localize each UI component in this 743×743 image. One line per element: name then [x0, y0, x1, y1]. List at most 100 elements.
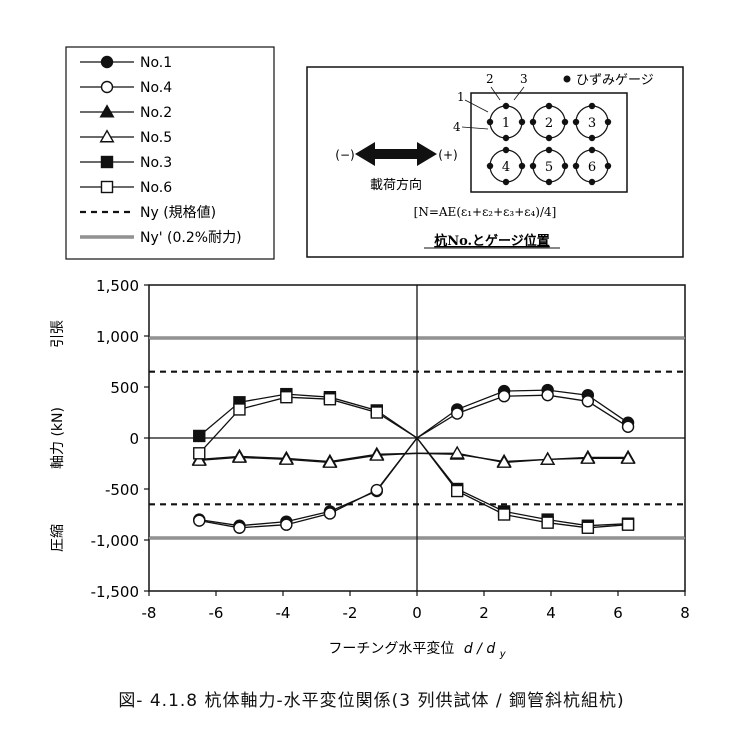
strain-gauge-dot	[588, 146, 596, 154]
data-point-no6	[193, 447, 206, 460]
data-point-no5	[231, 449, 247, 463]
data-point-no6	[280, 391, 293, 404]
legend-label: No.1	[140, 55, 172, 71]
legend-marker	[100, 80, 114, 94]
data-point-no4	[541, 388, 554, 402]
data-point-no4	[451, 407, 464, 420]
x-axis-title: フーチング水平変位 d / d y	[328, 640, 506, 660]
data-point-no5	[449, 445, 465, 459]
gauge-number-2: 2	[486, 72, 494, 86]
y-axis-label: 軸力 (kN)	[50, 407, 66, 469]
figure-caption: 図- 4.1.8 杭体軸力-水平変位関係(3 列供試体 / 鋼管斜杭組杭)	[118, 691, 625, 711]
x-tick-label: 0	[412, 604, 422, 622]
legend-marker	[99, 129, 115, 143]
pile-number: 1	[502, 116, 510, 131]
data-point-no4	[581, 395, 595, 408]
legend-label: No.4	[140, 80, 172, 96]
x-tick-label: -2	[343, 604, 358, 622]
strain-gauge-dot	[529, 118, 537, 126]
legend-label: Ny (規格値)	[140, 205, 216, 221]
legend-marker	[100, 180, 114, 194]
x-axis-variable: d / d	[464, 641, 496, 657]
y-axis-top-label: 引張	[50, 320, 66, 348]
strain-gauge-dot	[545, 146, 553, 154]
data-point-no4	[497, 389, 511, 403]
data-point-no5	[322, 454, 338, 468]
data-point-no6	[497, 508, 511, 521]
data-point-no5	[620, 450, 636, 464]
strain-gauge-legend-label: ひずみゲージ	[576, 73, 654, 88]
strain-gauge-dot	[588, 102, 596, 110]
minus-direction-label: (−)	[335, 148, 354, 162]
pile-4: 4	[486, 146, 526, 186]
data-point-no6	[370, 406, 383, 419]
pile-number: 5	[545, 160, 553, 175]
strain-gauge-dot	[545, 178, 553, 186]
gauge-number-1: 1	[457, 90, 465, 104]
data-point-no4	[323, 507, 337, 520]
x-axis-ticks: -8 -6 -4 -2 0 2 4 6 8	[142, 591, 690, 622]
x-tick-label: 2	[479, 604, 489, 622]
strain-gauge-dot	[561, 118, 569, 126]
y-tick-label: -1,000	[91, 532, 139, 550]
axial-force-formula: [N=AE(ε₁+ε₂+ε₃+ε₄)/4]	[414, 205, 557, 219]
y-tick-label: -1,500	[91, 583, 139, 601]
legend-label: No.6	[140, 180, 172, 196]
strain-gauge-dot	[518, 162, 526, 170]
load-direction-arrow-icon	[355, 142, 437, 166]
pile-5: 5	[529, 146, 569, 186]
svg-text:フーチング水平変位 d / d y: フーチング水平変位 d / d y	[328, 640, 506, 660]
strain-gauge-dot	[604, 118, 612, 126]
legend-label: Ny' (0.2%耐力)	[140, 230, 242, 246]
data-point-no4	[621, 420, 635, 433]
data-point-no5	[191, 452, 207, 466]
plus-direction-label: (+)	[438, 148, 457, 162]
legend-label: No.3	[140, 155, 172, 171]
strain-gauge-dot	[502, 178, 510, 186]
data-point-no4	[193, 514, 206, 527]
pile-number: 3	[588, 116, 596, 131]
data-point-no4	[233, 521, 246, 534]
series-line-no5	[199, 452, 628, 464]
x-tick-label: -8	[142, 604, 157, 622]
pile-number: 2	[545, 116, 553, 131]
data-point-no3	[193, 429, 206, 443]
data-point-no4	[370, 483, 383, 497]
pile-number: 4	[502, 160, 510, 175]
data-point-no6	[621, 518, 635, 531]
y-axis-ticks: -1,500 -1,000 -500 0 500 1,000 1,500	[91, 277, 149, 601]
y-tick-label: 1,500	[96, 277, 139, 295]
pile-2: 2	[529, 102, 569, 142]
legend-label: No.5	[140, 130, 172, 146]
strain-gauge-dot	[502, 102, 510, 110]
strain-gauge-dot	[545, 134, 553, 142]
data-point-no5	[580, 450, 596, 464]
strain-gauge-dot	[502, 146, 510, 154]
pile-number: 6	[588, 160, 596, 175]
legend-marker	[100, 55, 114, 69]
pile-6: 6	[572, 146, 612, 186]
pile-1: 1	[486, 102, 526, 142]
y-tick-label: 1,000	[96, 328, 139, 346]
pile-3: 3	[572, 102, 612, 142]
legend: No.1 No.4 No.2 No.5 No.3 No.6 Ny (規格値) Ny' (0.2…	[65, 46, 275, 260]
strain-gauge-dot	[502, 134, 510, 142]
data-point-no5	[496, 454, 512, 468]
y-axis-bottom-label: 圧縮	[50, 524, 66, 552]
x-tick-label: 4	[546, 604, 556, 622]
strain-gauge-dot	[529, 162, 537, 170]
data-point-no5	[278, 451, 294, 465]
gauge-position-inset: (−) (+) 載荷方向 1 2 3 4 5 6 ひずみゲージ 1 2 3 4 [N=AE…	[306, 66, 684, 258]
data-point-no5	[369, 447, 385, 461]
data-point-no6	[323, 393, 337, 406]
x-axis-label: フーチング水平変位	[328, 640, 454, 657]
strain-gauge-dot	[486, 162, 494, 170]
x-tick-label: 8	[680, 604, 690, 622]
strain-gauge-dot	[588, 178, 596, 186]
footing-plan	[470, 92, 628, 193]
legend-label: No.2	[140, 105, 172, 121]
strain-gauge-legend-icon	[563, 75, 571, 83]
strain-gauge-dot	[588, 134, 596, 142]
y-axis-title: 引張 軸力 (kN) 圧縮	[50, 320, 66, 552]
